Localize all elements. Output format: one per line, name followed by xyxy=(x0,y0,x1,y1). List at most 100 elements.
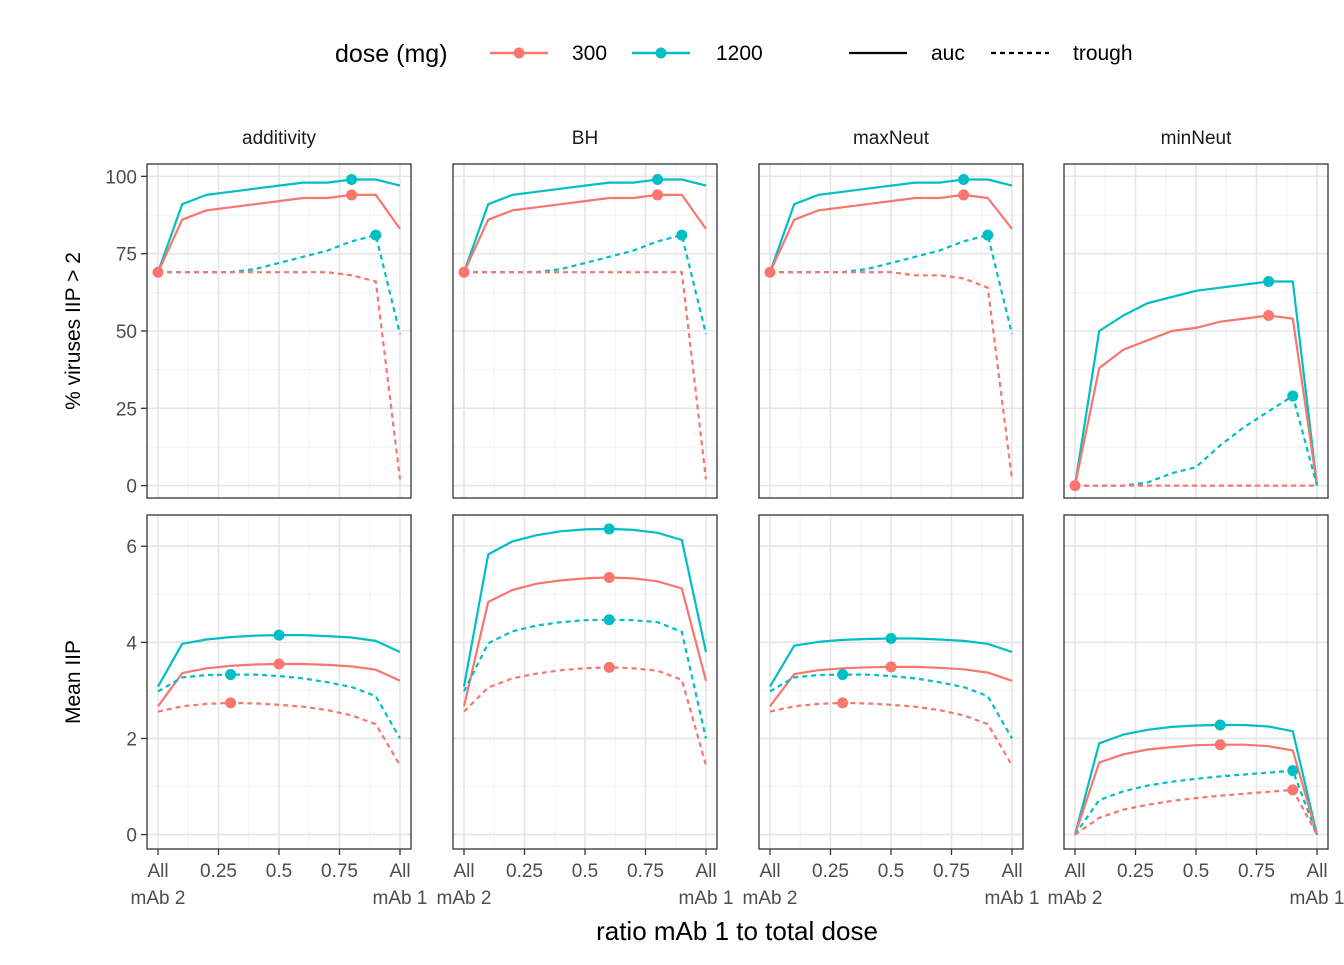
series-line-300-auc xyxy=(157,193,401,273)
series-line-1200-trough xyxy=(157,673,401,740)
max-point-300-auc xyxy=(1263,310,1275,322)
legend-label-1200: 1200 xyxy=(716,42,763,65)
max-point-1200-auc xyxy=(1263,276,1275,288)
max-point-1200-auc xyxy=(885,633,897,645)
panel-border xyxy=(758,163,1024,499)
max-point-1200-trough xyxy=(370,229,382,241)
series-line-1200-trough xyxy=(769,673,1013,740)
x-tick-label: All xyxy=(1306,861,1327,882)
max-point-1200-auc xyxy=(346,173,358,185)
max-point-1200-trough xyxy=(1287,765,1299,777)
x-tick-label: 0.25 xyxy=(1117,861,1154,882)
series-line-300-trough xyxy=(464,271,708,480)
x-tick-label: 0.75 xyxy=(1238,861,1275,882)
x-axis-title: ratio mAb 1 to total dose xyxy=(596,916,878,946)
max-point-300-auc xyxy=(273,658,285,670)
panel-maxNeut-mean: All mAb 2 0.25 0.5 0.75 All mAb 1 xyxy=(743,514,1040,909)
y-tick-label: 6 xyxy=(126,537,137,558)
max-point-300-trough xyxy=(764,266,776,278)
series-line-1200-auc xyxy=(1073,723,1319,835)
max-point-1200-auc xyxy=(958,173,970,185)
panel-border xyxy=(452,163,718,499)
x-tick-label: All xyxy=(453,861,474,882)
series-line-300-auc xyxy=(463,193,707,273)
x-tick-label: 0.75 xyxy=(321,861,358,882)
series-line-300-trough xyxy=(157,701,401,766)
series-line-300-auc xyxy=(1073,314,1319,486)
x-tick-label: All xyxy=(759,861,780,882)
y-tick-label: 50 xyxy=(116,322,137,343)
x-tick-label: All xyxy=(1001,861,1022,882)
y-tick-label: 0 xyxy=(126,477,137,498)
x-tick-label: 0.5 xyxy=(266,861,292,882)
x-tick-label-line2: mAb 2 xyxy=(743,888,798,909)
facet-strip-label-additivity: additivity xyxy=(242,128,316,149)
legend: dose (mg) 300 1200 auc trough xyxy=(335,40,1133,68)
x-tick-label: 0.75 xyxy=(627,861,664,882)
max-point-1200-auc xyxy=(273,629,285,641)
panel-minNeut-pct xyxy=(1063,163,1329,499)
x-tick-label: 0.25 xyxy=(812,861,849,882)
series-line-300-trough xyxy=(1074,788,1318,836)
x-tick-label: 0.25 xyxy=(506,861,543,882)
max-point-1200-trough xyxy=(603,614,615,626)
legend-label-auc: auc xyxy=(931,42,965,65)
series-line-300-auc xyxy=(769,193,1013,273)
legend-key-point-1200 xyxy=(655,47,667,59)
max-point-300-auc xyxy=(885,661,897,673)
series-line-1200-auc xyxy=(156,178,401,273)
series-line-300-trough xyxy=(158,271,402,480)
max-point-300-trough xyxy=(152,266,164,278)
x-tick-label: 0.5 xyxy=(572,861,598,882)
panel-additivity-pct: 0 25 50 75 100 xyxy=(105,163,412,499)
max-point-300-auc xyxy=(652,189,664,201)
max-point-300-auc xyxy=(603,571,615,583)
x-tick-label-line2: mAb 1 xyxy=(1290,888,1344,909)
facet-strip-label-BH: BH xyxy=(572,128,598,149)
x-tick-label: 0.25 xyxy=(200,861,237,882)
max-point-1200-auc xyxy=(1214,719,1226,731)
max-point-1200-trough xyxy=(1287,390,1299,402)
facet-strip-label-maxNeut: maxNeut xyxy=(853,128,930,149)
x-tick-label: All xyxy=(147,861,168,882)
x-tick-label-line2: mAb 2 xyxy=(437,888,492,909)
facet-strip-label-minNeut: minNeut xyxy=(1161,128,1232,149)
max-point-300-auc xyxy=(1214,739,1226,751)
max-point-1200-auc xyxy=(603,523,615,535)
x-tick-label: 0.75 xyxy=(933,861,970,882)
legend-label-300: 300 xyxy=(572,42,607,65)
max-point-300-trough xyxy=(1069,480,1081,492)
series-line-1200-auc xyxy=(462,178,707,273)
legend-label-trough: trough xyxy=(1073,42,1133,65)
panel-BH-pct xyxy=(452,163,718,499)
y-tick-label: 0 xyxy=(126,826,137,847)
max-point-300-trough xyxy=(225,697,237,709)
series-line-1200-auc xyxy=(462,527,708,687)
max-point-1200-auc xyxy=(652,173,664,185)
panel-border xyxy=(1063,163,1329,499)
max-point-300-auc xyxy=(958,189,970,201)
y-tick-label: 100 xyxy=(105,167,137,188)
panel-BH-mean: All mAb 2 0.25 0.5 0.75 All mAb 1 xyxy=(437,514,734,909)
y-axis-title-pct: % viruses IIP > 2 xyxy=(62,252,85,410)
max-point-300-trough xyxy=(603,661,615,673)
max-point-1200-trough xyxy=(225,669,237,681)
x-tick-label-line2: mAb 2 xyxy=(131,888,186,909)
x-tick-label: All xyxy=(1064,861,1085,882)
series-line-300-auc xyxy=(462,576,708,707)
x-tick-label-line2: mAb 1 xyxy=(679,888,734,909)
legend-title: dose (mg) xyxy=(335,40,448,68)
panel-minNeut-mean: All mAb 2 0.25 0.5 0.75 All mAb 1 xyxy=(1048,514,1344,909)
x-tick-label: 0.5 xyxy=(1183,861,1209,882)
x-tick-label: All xyxy=(695,861,716,882)
x-tick-label-line2: mAb 1 xyxy=(373,888,428,909)
series-line-1200-trough xyxy=(463,618,708,739)
max-point-1200-trough xyxy=(982,229,994,241)
x-tick-label-line2: mAb 1 xyxy=(985,888,1040,909)
series-line-300-trough xyxy=(769,701,1013,766)
series-line-1200-auc xyxy=(768,178,1013,273)
max-point-1200-trough xyxy=(676,229,688,241)
legend-key-point-300 xyxy=(513,47,525,59)
